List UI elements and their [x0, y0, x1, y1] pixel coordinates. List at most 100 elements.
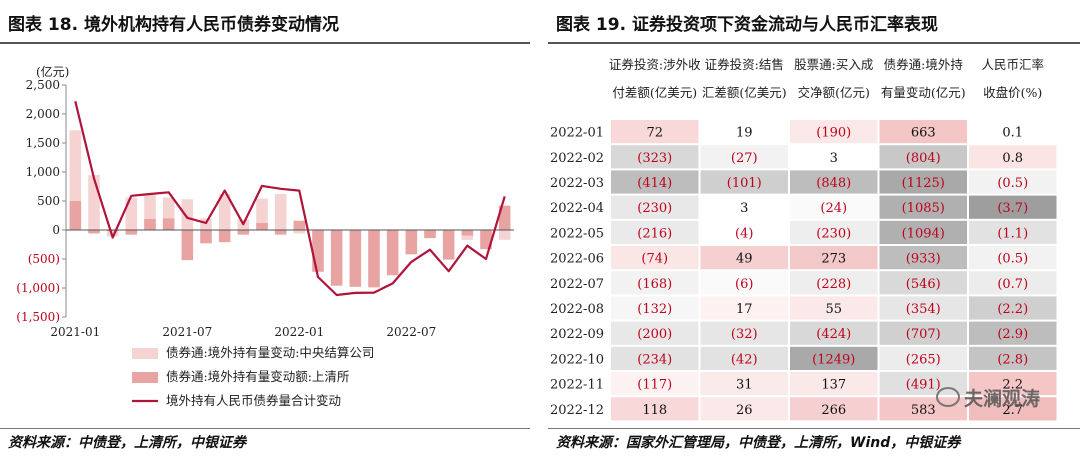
table-cell-value: (4) — [735, 226, 753, 241]
table-cell-value: (414) — [637, 176, 672, 191]
table-cell-value: 266 — [821, 403, 846, 418]
table-cell-value: (117) — [637, 378, 672, 393]
table-cell-bg — [969, 145, 1057, 169]
column-header-line2: 汇差额(亿美元) — [702, 85, 787, 100]
bar-shclearing-2022-12 — [498, 205, 511, 230]
table-cell-bg — [879, 321, 967, 345]
table-cell-bg — [700, 170, 788, 194]
table-cell-value: (230) — [816, 226, 851, 241]
table-cell-value: (3.7) — [997, 201, 1028, 216]
legend-swatch-shclearing — [132, 372, 158, 383]
left-source-rule — [0, 428, 530, 429]
table-cell-value: 3 — [830, 151, 838, 166]
table-cell-value: (101) — [727, 176, 762, 191]
table-cell-value: (230) — [637, 201, 672, 216]
table-cell-bg — [611, 346, 699, 370]
table-cell-value: (1125) — [902, 176, 945, 191]
table-cell-bg — [969, 397, 1057, 421]
bar-shclearing-2021-08 — [200, 230, 212, 244]
table-cell-bg — [790, 271, 878, 295]
table-cell-bg — [611, 296, 699, 320]
bar-shclearing-2022-05 — [368, 230, 380, 288]
legend-label-total: 境外持有人民币债券量合计变动 — [166, 393, 341, 408]
table-cell-value: (2.2) — [997, 302, 1028, 317]
bar-csdc-2021-08 — [200, 218, 212, 230]
table-cell-bg — [969, 372, 1057, 396]
table-cell-value: 118 — [642, 403, 667, 418]
table-cell-value: 583 — [911, 403, 936, 418]
table-cell-bg — [969, 220, 1057, 244]
table-cell-value: (933) — [906, 252, 941, 267]
table-cell-value: 17 — [736, 302, 753, 317]
x-tick-label: 2022-01 — [274, 325, 324, 339]
table-cell-value: 2.2 — [1002, 378, 1023, 393]
table-cell-value: 19 — [736, 126, 753, 141]
table-cell-value: (6) — [735, 277, 753, 292]
table-cell-value: (168) — [637, 277, 672, 292]
right-figure: 图表 19. 证券投资项下资金流动与人民币汇率表现 证券投资:涉外收 付差额(亿美… — [548, 0, 1080, 463]
table-cell-value: (1085) — [902, 201, 945, 216]
legend-label-shclearing: 债券通:境外持有量变动额:上清所 — [166, 369, 349, 384]
table-cell-value: 3 — [740, 201, 748, 216]
column-header-line1: 股票通:买入成 — [794, 57, 873, 72]
bar-csdc-2022-12 — [498, 230, 511, 240]
bar-shclearing-2021-11 — [256, 223, 268, 230]
table-cell-bg — [790, 346, 878, 370]
table-cell-value: 663 — [911, 126, 936, 141]
y-tick-label: 500 — [37, 194, 60, 208]
bar-shclearing-2022-09 — [442, 230, 455, 260]
y-tick-label: 1,500 — [26, 136, 60, 150]
table-cell-bg — [790, 145, 878, 169]
table-cell-bg — [790, 321, 878, 345]
table-cell-bg — [611, 170, 699, 194]
row-label: 2022-03 — [550, 176, 604, 191]
table-cell-bg — [611, 120, 699, 144]
left-figure-title: 图表 18. 境外机构持有人民币债券变动情况 — [8, 15, 339, 35]
table-cell-value: (74) — [641, 252, 668, 267]
column-header-line2: 付差额(亿美元) — [612, 85, 697, 100]
y-tick-label: 2,500 — [26, 78, 60, 92]
x-tick-label: 2021-01 — [50, 325, 100, 339]
table-cell-bg — [700, 397, 788, 421]
table-cell-value: (424) — [816, 327, 851, 342]
table-cell-value: (1.1) — [997, 226, 1028, 241]
table-cell-value: (1249) — [812, 352, 855, 367]
table-cell-value: (0.5) — [997, 252, 1028, 267]
bar-shclearing-2022-10 — [461, 230, 474, 236]
table-cell-bg — [700, 246, 788, 270]
table-cell-bg — [879, 220, 967, 244]
table-cell-bg — [879, 195, 967, 219]
y-tick-label: (500) — [28, 252, 60, 266]
bar-shclearing-2021-03 — [106, 230, 119, 232]
table-cell-bg — [969, 321, 1057, 345]
wechat-icon — [935, 387, 960, 407]
table-cell-value: 273 — [821, 252, 846, 267]
column-header-line2: 交净额(亿元) — [798, 85, 870, 100]
table-cell-bg — [879, 346, 967, 370]
row-label: 2022-09 — [550, 327, 604, 342]
bar-shclearing-2022-11 — [480, 230, 492, 250]
y-tick-label: (1,000) — [16, 281, 60, 295]
table-cell-value: (42) — [731, 352, 758, 367]
row-label: 2022-07 — [550, 277, 604, 292]
row-label: 2022-08 — [550, 302, 604, 317]
table-cell-value: (24) — [820, 201, 847, 216]
table-cell-value: (2.8) — [997, 352, 1028, 367]
row-label: 2022-05 — [550, 226, 604, 241]
table-cell-bg — [700, 120, 788, 144]
table-cell-bg — [969, 346, 1057, 370]
y-tick-label: (1,500) — [16, 310, 60, 324]
table-cell-value: (1094) — [902, 226, 945, 241]
bar-shclearing-2022-07 — [405, 230, 418, 255]
table-cell-value: (491) — [906, 378, 941, 393]
bar-shclearing-2021-04 — [125, 230, 138, 235]
table-cell-bg — [969, 271, 1057, 295]
table-cell-value: (265) — [906, 352, 941, 367]
row-label: 2022-06 — [550, 252, 604, 267]
table-cell-bg — [879, 246, 967, 270]
table-cell-value: 72 — [646, 126, 663, 141]
table-cell-value: 55 — [825, 302, 842, 317]
table-cell-value: (707) — [906, 327, 941, 342]
bar-shclearing-2022-01 — [293, 220, 306, 230]
table-cell-bg — [611, 321, 699, 345]
